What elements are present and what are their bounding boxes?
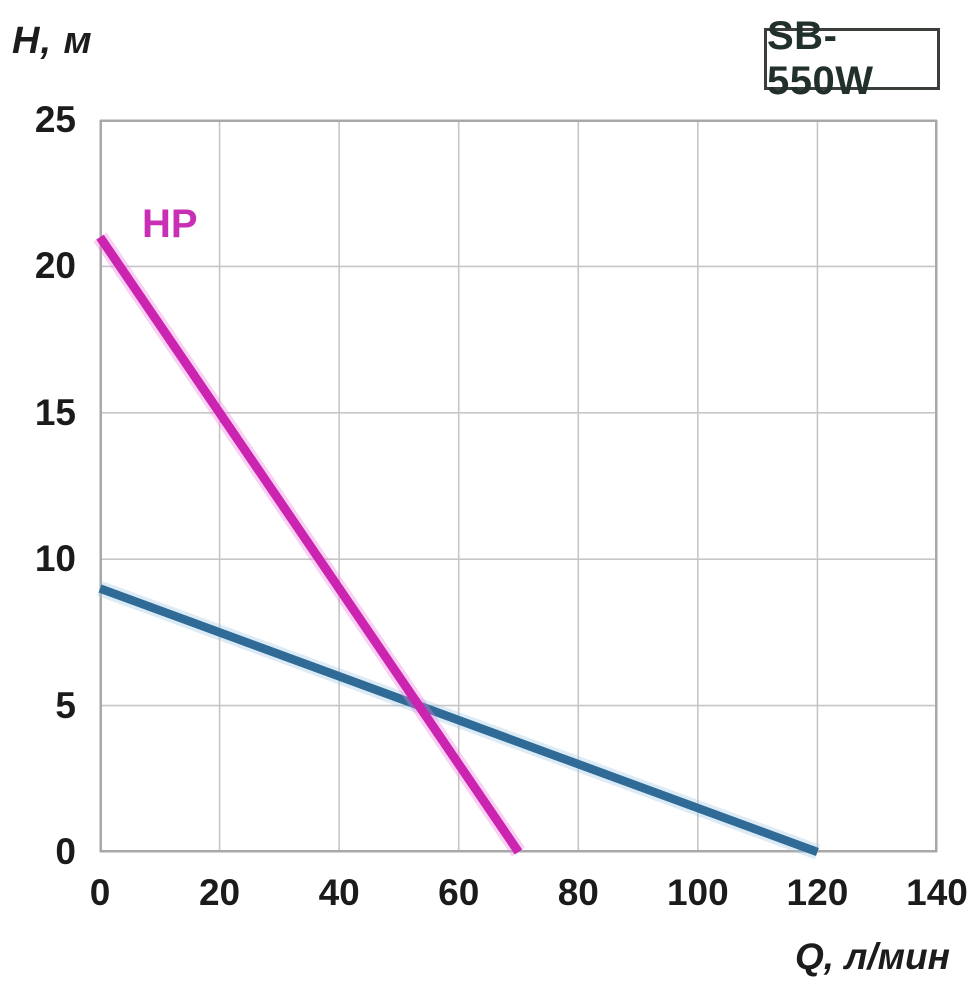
x-tick-label: 20	[198, 872, 241, 913]
series-label-hp: HP	[142, 202, 198, 246]
plot-canvas	[93, 119, 938, 860]
x-axis-ticks: 0 20 40 60 80 100 120 140	[90, 872, 968, 914]
x-axis-title: Q, л/мин	[795, 936, 950, 977]
model-badge: SB-550W	[764, 14, 940, 103]
x-tick-label: 40	[318, 872, 360, 913]
y-tick-label: 15	[34, 391, 76, 433]
x-tick-label: 80	[557, 872, 599, 913]
y-tick-label: 5	[55, 684, 76, 726]
y-axis-title: H, м	[12, 20, 93, 62]
y-tick-label: 20	[34, 245, 76, 287]
x-tick-label: 0	[89, 872, 111, 913]
x-tick-label: 100	[666, 872, 729, 913]
y-tick-label: 0	[55, 831, 76, 872]
y-tick-label: 25	[34, 99, 76, 140]
y-axis-ticks: 0 5 10 15 20 25	[0, 101, 80, 870]
x-tick-label: 60	[438, 872, 480, 913]
series-line-pump-curve	[98, 584, 819, 856]
series-line-HP	[96, 234, 523, 855]
x-tick-label: 120	[786, 872, 849, 913]
x-tick-label: 140	[906, 872, 968, 913]
model-badge-label: SB-550W	[767, 14, 874, 103]
y-tick-label: 10	[34, 538, 76, 580]
plot-area: HP	[93, 119, 938, 860]
